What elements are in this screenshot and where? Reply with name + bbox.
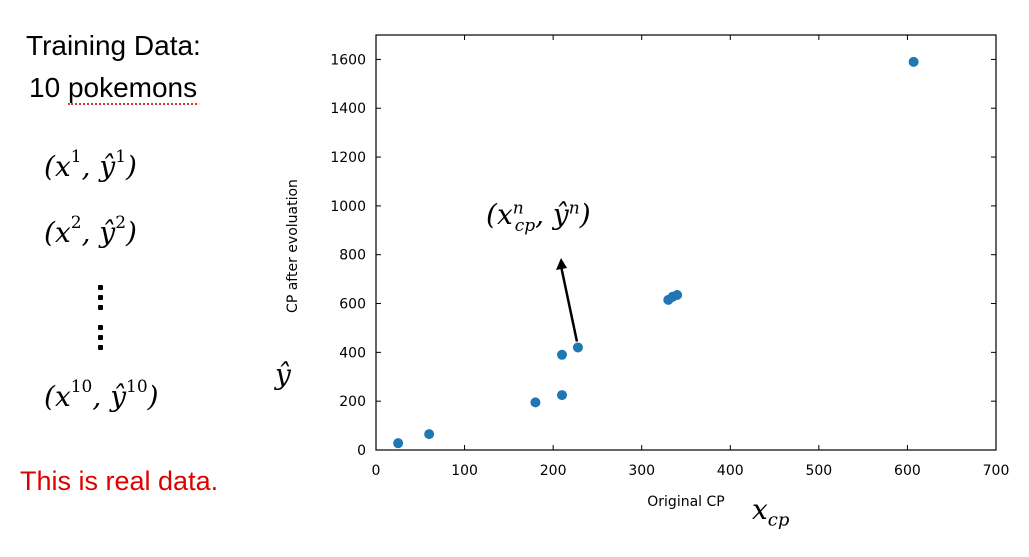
data-point: [393, 438, 404, 449]
chart-points: [393, 56, 919, 449]
plot-frame: [375, 34, 997, 451]
annotation-label: (xncp, ŷn): [486, 198, 591, 236]
x-tick-label: 0: [372, 463, 381, 479]
arrow-head: [556, 258, 567, 270]
y-axis-title: CP after evoluation: [285, 179, 301, 313]
x-tick-label: 500: [805, 463, 832, 479]
x-axis-title: Original CP: [647, 494, 724, 510]
pokemon-word: pokemons: [67, 72, 198, 105]
x-cp-symbol: xcp: [752, 493, 790, 531]
x-tick-label: 200: [540, 463, 567, 479]
arrow-shaft: [559, 265, 579, 342]
x-tick-label: 700: [983, 463, 1010, 479]
ellipsis-lower: [98, 325, 104, 355]
data-point: [530, 397, 541, 408]
pokemon-count: 10 pokemons: [29, 72, 198, 105]
y-tick-label: 1000: [330, 199, 366, 215]
y-tick-label: 1400: [330, 101, 366, 117]
real-data-note: This is real data.: [20, 466, 219, 496]
y-tick-label: 600: [339, 297, 366, 313]
data-point: [557, 349, 567, 360]
y-tick-label: 0: [357, 443, 366, 459]
y-tick-label: 1600: [330, 52, 366, 68]
data-point: [424, 429, 435, 440]
x-tick-label: 600: [894, 463, 921, 479]
pokemon-count-number: 10: [29, 72, 61, 103]
data-point: [557, 390, 567, 401]
data-point: [672, 289, 683, 300]
chart-axes: [375, 34, 997, 451]
x-tick-label: 300: [628, 463, 655, 479]
y-hat-symbol: ŷ: [275, 358, 291, 391]
data-point: [572, 342, 583, 353]
chart-ticks: 0 100 200 300 400 500 600 700 0 200 400 600 800 1000 1…: [330, 35, 1009, 479]
ellipsis-upper: [98, 285, 104, 315]
annotation-arrow: [556, 258, 579, 342]
y-tick-label: 800: [339, 248, 366, 264]
x-tick-label: 400: [717, 463, 744, 479]
pair-1: (x1, ŷ1): [44, 146, 137, 183]
y-tick-label: 400: [339, 345, 366, 361]
pair-10: (x10, ŷ10): [44, 376, 159, 413]
y-tick-label: 1200: [330, 150, 366, 166]
pair-2: (x2, ŷ2): [44, 212, 137, 249]
training-data-title: Training Data:: [26, 30, 201, 61]
data-point: [908, 56, 919, 67]
x-tick-label: 100: [451, 463, 478, 479]
y-tick-label: 200: [339, 394, 366, 410]
